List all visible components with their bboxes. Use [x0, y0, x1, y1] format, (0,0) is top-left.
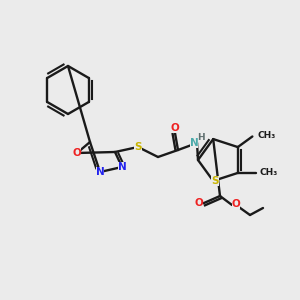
- Text: S: S: [212, 176, 219, 186]
- Text: H: H: [197, 133, 205, 142]
- Text: N: N: [118, 162, 126, 172]
- Text: O: O: [171, 123, 179, 133]
- Text: CH₃: CH₃: [260, 168, 278, 177]
- Text: CH₃: CH₃: [257, 131, 276, 140]
- Text: S: S: [134, 142, 142, 152]
- Text: O: O: [232, 199, 240, 209]
- Text: N: N: [96, 167, 104, 177]
- Text: N: N: [190, 138, 198, 148]
- Text: O: O: [195, 198, 203, 208]
- Text: O: O: [73, 148, 81, 158]
